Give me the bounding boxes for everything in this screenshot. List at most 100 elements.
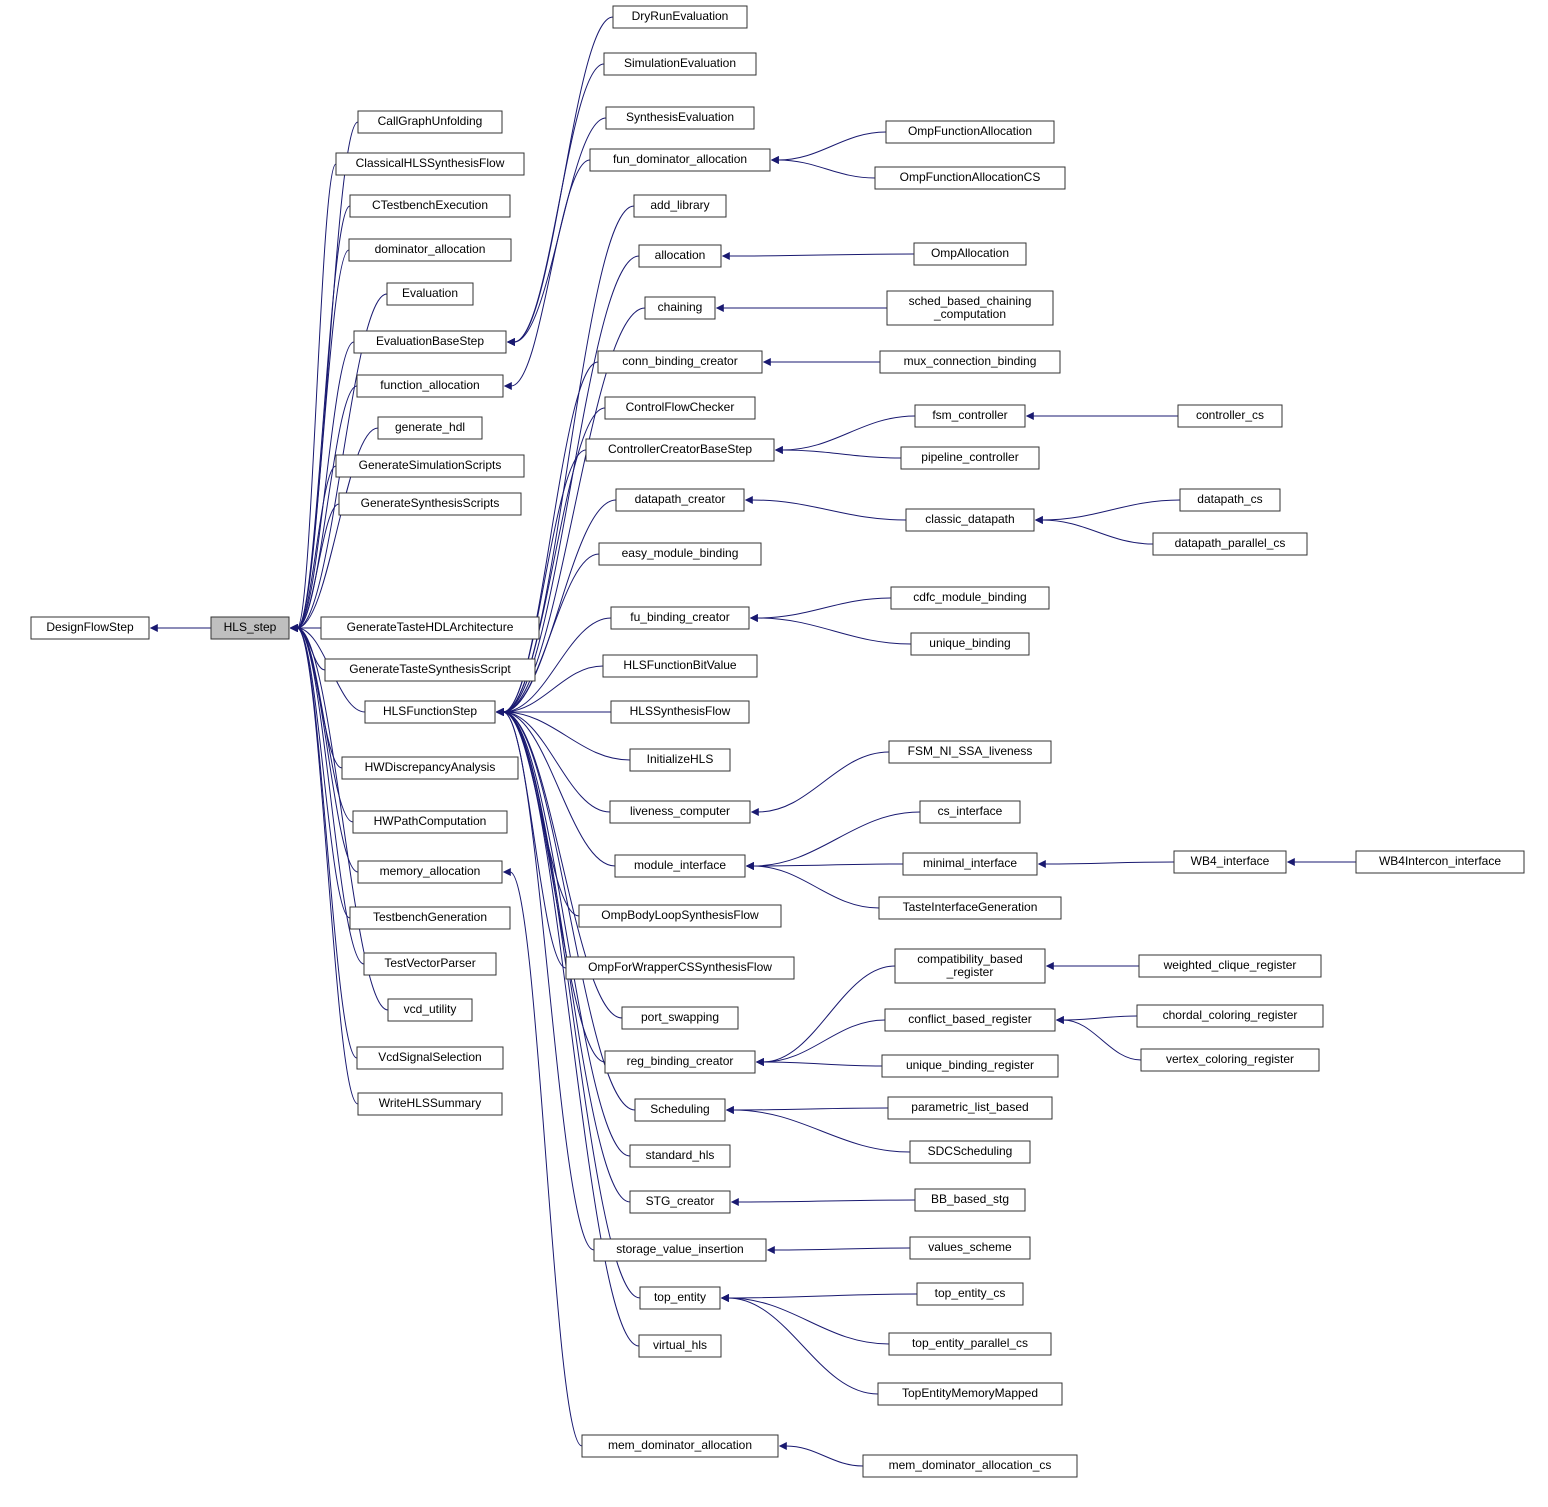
node-label: ClassicalHLSSynthesisFlow: [356, 156, 505, 170]
node-virtual_hls[interactable]: virtual_hls: [639, 1335, 721, 1357]
node-parametric_list_based[interactable]: parametric_list_based: [888, 1097, 1052, 1119]
node-reg_binding_creator[interactable]: reg_binding_creator: [605, 1051, 755, 1073]
node-minimal_interface[interactable]: minimal_interface: [903, 853, 1037, 875]
node-HLSSynthesisFlow[interactable]: HLSSynthesisFlow: [611, 701, 749, 723]
node-HWDiscrepancyAnalysis[interactable]: HWDiscrepancyAnalysis: [342, 757, 518, 779]
node-Evaluation[interactable]: Evaluation: [387, 283, 473, 305]
node-mem_dominator_allocation[interactable]: mem_dominator_allocation: [582, 1435, 778, 1457]
node-memory_allocation[interactable]: memory_allocation: [358, 861, 502, 883]
node-conflict_based_register[interactable]: conflict_based_register: [885, 1009, 1055, 1031]
node-datapath_cs[interactable]: datapath_cs: [1180, 489, 1280, 511]
node-easy_module_binding[interactable]: easy_module_binding: [599, 543, 761, 565]
node-label: weighted_clique_register: [1163, 958, 1297, 972]
node-add_library[interactable]: add_library: [634, 195, 726, 217]
node-datapath_creator[interactable]: datapath_creator: [616, 489, 744, 511]
node-classic_datapath[interactable]: classic_datapath: [906, 509, 1034, 531]
node-GenerateTasteHDLArchitecture[interactable]: GenerateTasteHDLArchitecture: [321, 617, 539, 639]
node-values_scheme[interactable]: values_scheme: [910, 1237, 1030, 1259]
node-FSM_NI_SSA_liveness[interactable]: FSM_NI_SSA_liveness: [889, 741, 1051, 763]
node-HLS_step[interactable]: HLS_step: [211, 617, 289, 639]
node-label: Evaluation: [402, 286, 458, 300]
node-conn_binding_creator[interactable]: conn_binding_creator: [598, 351, 762, 373]
node-fsm_controller[interactable]: fsm_controller: [915, 405, 1025, 427]
node-GenerateSimulationScripts[interactable]: GenerateSimulationScripts: [336, 455, 524, 477]
node-CTestbenchExecution[interactable]: CTestbenchExecution: [350, 195, 510, 217]
node-chordal_coloring_register[interactable]: chordal_coloring_register: [1137, 1005, 1323, 1027]
node-Scheduling[interactable]: Scheduling: [635, 1099, 725, 1121]
node-label: OmpFunctionAllocation: [908, 124, 1032, 138]
node-ClassicalHLSSynthesisFlow[interactable]: ClassicalHLSSynthesisFlow: [336, 153, 524, 175]
node-function_allocation[interactable]: function_allocation: [357, 375, 503, 397]
node-OmpFunctionAllocationCS[interactable]: OmpFunctionAllocationCS: [875, 167, 1065, 189]
node-top_entity_parallel_cs[interactable]: top_entity_parallel_cs: [889, 1333, 1051, 1355]
node-TestbenchGeneration[interactable]: TestbenchGeneration: [350, 907, 510, 929]
node-storage_value_insertion[interactable]: storage_value_insertion: [594, 1239, 766, 1261]
node-OmpFunctionAllocation[interactable]: OmpFunctionAllocation: [886, 121, 1054, 143]
node-label: HLS_step: [224, 620, 277, 634]
node-HLSFunctionBitValue[interactable]: HLSFunctionBitValue: [603, 655, 757, 677]
node-unique_binding[interactable]: unique_binding: [911, 633, 1029, 655]
node-cdfc_module_binding[interactable]: cdfc_module_binding: [891, 587, 1049, 609]
node-dominator_allocation[interactable]: dominator_allocation: [349, 239, 511, 261]
node-label: mem_dominator_allocation_cs: [889, 1458, 1052, 1472]
node-label: GenerateTasteSynthesisScript: [349, 662, 511, 676]
node-compatibility_based_register[interactable]: compatibility_based_register: [895, 949, 1045, 983]
node-label: chaining: [658, 300, 703, 314]
edge: [786, 1446, 863, 1466]
node-port_swapping[interactable]: port_swapping: [622, 1007, 738, 1029]
node-pipeline_controller[interactable]: pipeline_controller: [901, 447, 1039, 469]
node-DesignFlowStep[interactable]: DesignFlowStep: [31, 617, 149, 639]
node-standard_hls[interactable]: standard_hls: [630, 1145, 730, 1167]
node-GenerateSynthesisScripts[interactable]: GenerateSynthesisScripts: [339, 493, 521, 515]
node-SimulationEvaluation[interactable]: SimulationEvaluation: [604, 53, 756, 75]
node-controller_cs[interactable]: controller_cs: [1178, 405, 1282, 427]
edge: [503, 712, 594, 1250]
node-label: SimulationEvaluation: [624, 56, 736, 70]
node-vcd_utility[interactable]: vcd_utility: [388, 999, 472, 1021]
node-top_entity[interactable]: top_entity: [640, 1287, 720, 1309]
node-vertex_coloring_register[interactable]: vertex_coloring_register: [1141, 1049, 1319, 1071]
node-fu_binding_creator[interactable]: fu_binding_creator: [611, 607, 749, 629]
node-STG_creator[interactable]: STG_creator: [630, 1191, 730, 1213]
node-unique_binding_register[interactable]: unique_binding_register: [882, 1055, 1058, 1077]
node-label: easy_module_binding: [622, 546, 739, 560]
node-OmpForWrapperCSSynthesisFlow[interactable]: OmpForWrapperCSSynthesisFlow: [566, 957, 794, 979]
node-chaining[interactable]: chaining: [645, 297, 715, 319]
node-CallGraphUnfolding[interactable]: CallGraphUnfolding: [358, 111, 502, 133]
node-WB4_interface[interactable]: WB4_interface: [1174, 851, 1286, 873]
edge: [758, 752, 889, 812]
node-generate_hdl[interactable]: generate_hdl: [378, 417, 482, 439]
node-mem_dominator_allocation_cs[interactable]: mem_dominator_allocation_cs: [863, 1455, 1077, 1477]
node-OmpAllocation[interactable]: OmpAllocation: [914, 243, 1026, 265]
node-label: Scheduling: [650, 1102, 709, 1116]
node-module_interface[interactable]: module_interface: [615, 855, 745, 877]
node-TopEntityMemoryMapped[interactable]: TopEntityMemoryMapped: [878, 1383, 1062, 1405]
node-datapath_parallel_cs[interactable]: datapath_parallel_cs: [1153, 533, 1307, 555]
node-sched_based_chaining_computation[interactable]: sched_based_chaining_computation: [887, 291, 1053, 325]
node-BB_based_stg[interactable]: BB_based_stg: [915, 1189, 1025, 1211]
node-WriteHLSSummary[interactable]: WriteHLSSummary: [358, 1093, 502, 1115]
node-SynthesisEvaluation[interactable]: SynthesisEvaluation: [606, 107, 754, 129]
node-allocation[interactable]: allocation: [639, 245, 721, 267]
node-top_entity_cs[interactable]: top_entity_cs: [917, 1283, 1023, 1305]
node-GenerateTasteSynthesisScript[interactable]: GenerateTasteSynthesisScript: [325, 659, 535, 681]
node-mux_connection_binding[interactable]: mux_connection_binding: [880, 351, 1060, 373]
node-WB4Intercon_interface[interactable]: WB4Intercon_interface: [1356, 851, 1524, 873]
node-cs_interface[interactable]: cs_interface: [920, 801, 1020, 823]
node-TestVectorParser[interactable]: TestVectorParser: [364, 953, 496, 975]
node-HWPathComputation[interactable]: HWPathComputation: [353, 811, 507, 833]
node-DryRunEvaluation[interactable]: DryRunEvaluation: [613, 6, 747, 28]
node-label: conn_binding_creator: [622, 354, 737, 368]
node-liveness_computer[interactable]: liveness_computer: [610, 801, 750, 823]
node-HLSFunctionStep[interactable]: HLSFunctionStep: [365, 701, 495, 723]
node-EvaluationBaseStep[interactable]: EvaluationBaseStep: [354, 331, 506, 353]
node-SDCScheduling[interactable]: SDCScheduling: [910, 1141, 1030, 1163]
node-TasteInterfaceGeneration[interactable]: TasteInterfaceGeneration: [879, 897, 1061, 919]
node-fun_dominator_allocation[interactable]: fun_dominator_allocation: [590, 149, 770, 171]
node-ControllerCreatorBaseStep[interactable]: ControllerCreatorBaseStep: [586, 439, 774, 461]
node-VcdSignalSelection[interactable]: VcdSignalSelection: [357, 1047, 503, 1069]
node-InitializeHLS[interactable]: InitializeHLS: [630, 749, 730, 771]
node-ControlFlowChecker[interactable]: ControlFlowChecker: [605, 397, 755, 419]
node-weighted_clique_register[interactable]: weighted_clique_register: [1139, 955, 1321, 977]
node-OmpBodyLoopSynthesisFlow[interactable]: OmpBodyLoopSynthesisFlow: [579, 905, 781, 927]
